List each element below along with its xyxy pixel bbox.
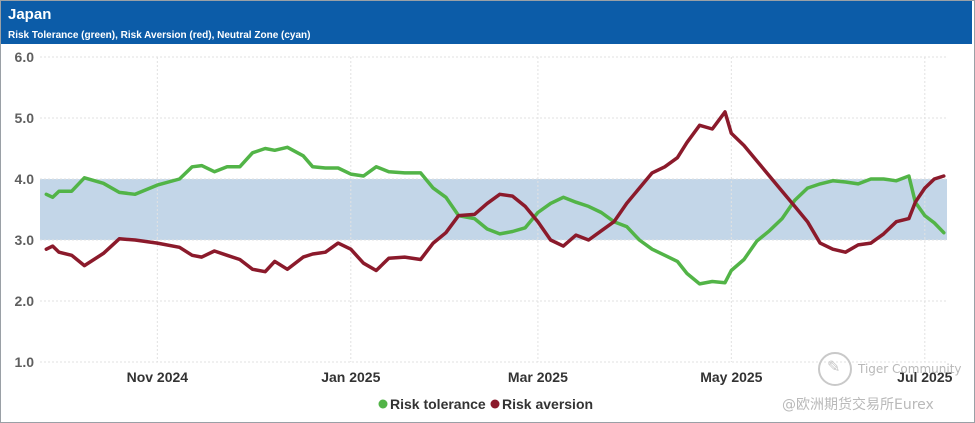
x-tick-label: Mar 2025 [508, 369, 568, 385]
chart-subtitle: Risk Tolerance (green), Risk Aversion (r… [8, 30, 311, 41]
tiger-icon: ✎ [827, 357, 841, 376]
y-tick-label: 3.0 [15, 232, 35, 248]
y-tick-label: 4.0 [15, 171, 35, 187]
x-tick-label: Nov 2024 [127, 369, 189, 385]
y-tick-label: 6.0 [15, 49, 35, 65]
legend-aversion-marker [490, 399, 500, 409]
legend-aversion-label: Risk aversion [502, 396, 593, 412]
x-tick-label: Jan 2025 [321, 369, 380, 385]
chart-header: Japan Risk Tolerance (green), Risk Avers… [1, 1, 972, 44]
y-tick-label: 1.0 [15, 354, 35, 370]
chart-title: Japan [8, 6, 52, 23]
legend-tolerance-label: Risk tolerance [390, 396, 486, 412]
watermark-source: @欧洲期货交易所Eurex [782, 397, 934, 413]
x-tick-label: Jul 2025 [897, 369, 952, 385]
risk-tolerance-line [44, 145, 946, 286]
watermark-brand: Tiger Community [858, 362, 962, 376]
legend-tolerance-marker [378, 399, 388, 409]
y-tick-label: 5.0 [15, 110, 35, 126]
y-tick-label: 2.0 [15, 293, 35, 309]
watermark-logo: ✎ [818, 352, 852, 386]
x-tick-label: May 2025 [700, 369, 762, 385]
risk-aversion-line [44, 110, 946, 274]
